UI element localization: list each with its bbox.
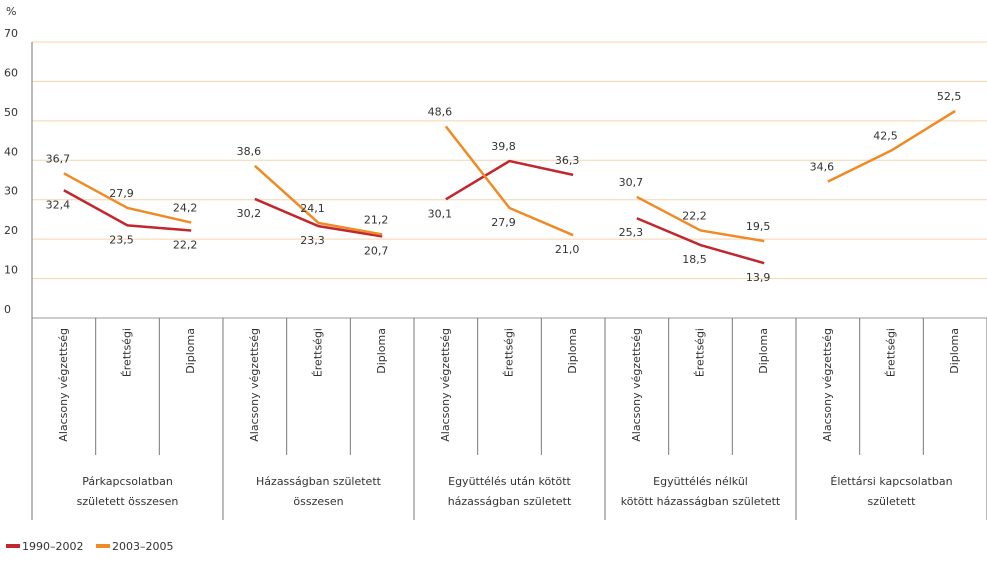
data-label: 38,6 — [237, 145, 262, 158]
data-label: 27,9 — [491, 216, 516, 229]
data-label: 42,5 — [873, 129, 898, 142]
series-line — [444, 125, 574, 237]
x-tick-label: Diploma — [566, 328, 579, 374]
data-label: 19,5 — [746, 220, 771, 233]
group-label: Együttélés után kötött — [448, 475, 571, 488]
data-label: 18,5 — [682, 253, 707, 266]
series-line — [445, 159, 574, 201]
legend-label: 1990–2002 — [22, 540, 84, 553]
group-label: Együttélés nélkül — [653, 475, 748, 488]
y-axis-label: % — [6, 5, 16, 18]
series-line — [63, 172, 192, 224]
y-tick-label: 50 — [4, 106, 18, 119]
x-tick-label: Alacsony végzettség — [57, 328, 70, 442]
data-label: 23,5 — [109, 233, 134, 246]
data-label: 22,2 — [682, 209, 707, 222]
data-label: 21,2 — [364, 213, 389, 226]
x-tick-label: Alacsony végzettség — [630, 328, 643, 442]
data-label: 30,1 — [428, 207, 453, 220]
group-label: Élettársi kapcsolatban — [830, 475, 952, 488]
series-line — [63, 189, 192, 232]
data-label: 20,7 — [364, 244, 389, 257]
data-label: 32,4 — [46, 198, 71, 211]
group-label: házasságban született — [448, 495, 572, 508]
data-label: 39,8 — [491, 140, 516, 153]
legend-label: 2003–2005 — [112, 540, 174, 553]
y-tick-label: 20 — [4, 224, 18, 237]
legend-swatch — [6, 544, 20, 548]
y-tick-label: 30 — [4, 185, 18, 198]
data-label: 30,7 — [619, 176, 644, 189]
series-line — [253, 164, 383, 236]
data-label: 24,2 — [173, 202, 198, 215]
data-label: 30,2 — [237, 207, 262, 220]
data-label: 36,7 — [46, 152, 71, 165]
x-tick-label: Alacsony végzettség — [821, 328, 834, 442]
group-label: összesen — [293, 495, 343, 508]
series-line — [636, 195, 765, 243]
data-label: 24,1 — [300, 202, 325, 215]
data-label: 36,3 — [555, 154, 580, 167]
x-tick-label: Érettségi — [312, 328, 325, 377]
data-label: 22,2 — [173, 238, 198, 251]
x-tick-label: Diploma — [948, 328, 961, 374]
y-tick-label: 40 — [4, 145, 18, 158]
x-tick-label: Érettségi — [121, 328, 134, 377]
y-tick-label: 70 — [4, 27, 18, 40]
series-line — [254, 197, 383, 238]
group-label: Párkapcsolatban — [82, 475, 173, 488]
data-label: 34,6 — [810, 161, 835, 174]
group-label: kötött házasságban született — [621, 495, 781, 508]
x-tick-label: Diploma — [757, 328, 770, 374]
x-tick-label: Alacsony végzettség — [439, 328, 452, 442]
group-label: született összesen — [77, 495, 179, 508]
y-tick-label: 0 — [4, 303, 11, 316]
x-tick-label: Alacsony végzettség — [248, 328, 261, 442]
data-label: 52,5 — [937, 90, 962, 103]
x-tick-label: Diploma — [184, 328, 197, 374]
data-label: 23,3 — [300, 234, 325, 247]
legend-swatch — [96, 544, 110, 548]
series-line — [636, 217, 765, 265]
data-label: 13,9 — [746, 271, 771, 284]
group-label: Házasságban született — [256, 475, 382, 488]
group-label: született — [867, 495, 916, 508]
x-tick-label: Érettségi — [503, 328, 516, 377]
x-tick-label: Érettségi — [885, 328, 898, 377]
x-tick-label: Érettségi — [694, 328, 707, 377]
data-label: 21,0 — [555, 243, 580, 256]
data-label: 48,6 — [428, 105, 453, 118]
series-line — [827, 109, 956, 183]
y-tick-label: 60 — [4, 66, 18, 79]
data-label: 25,3 — [619, 226, 644, 239]
y-tick-label: 10 — [4, 264, 18, 277]
data-label: 27,9 — [109, 187, 134, 200]
x-tick-label: Diploma — [375, 328, 388, 374]
